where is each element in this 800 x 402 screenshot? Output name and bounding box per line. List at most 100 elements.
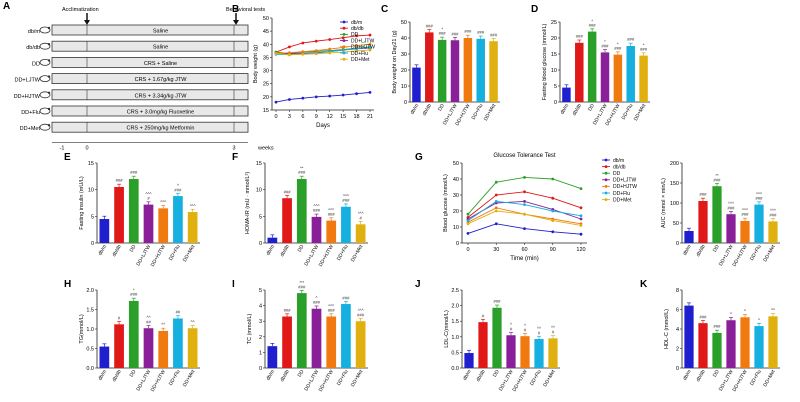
data-point <box>301 41 305 45</box>
category-label: db/m <box>682 369 693 382</box>
bar-db-m <box>464 353 474 368</box>
significance-mark: ### <box>328 308 336 313</box>
data-point <box>579 187 583 191</box>
timeline-group-label: db/db <box>26 45 40 51</box>
y-tick-label: 50 <box>453 161 459 167</box>
y-axis-label: Fasting blood glucose (mmol/L) <box>542 23 548 100</box>
category-label: DD+HJTW <box>318 244 335 268</box>
significance-mark: * <box>604 39 606 44</box>
y-tick-label: 40 <box>263 42 269 48</box>
category-label: db/db <box>695 244 707 258</box>
significance-mark: # <box>482 313 485 318</box>
significance-mark: ^^^ <box>328 207 334 212</box>
timeline-tick: 3 <box>232 145 235 151</box>
significance-mark: ### <box>490 32 498 37</box>
y-axis-label: HDL-C (mmol/L) <box>664 309 670 349</box>
data-point <box>341 93 345 97</box>
data-point <box>466 212 470 216</box>
bar-dd-ljtw <box>311 216 322 243</box>
bar-dd-met <box>489 41 498 102</box>
significance-mark: # <box>147 196 150 201</box>
bar-dd <box>712 186 722 243</box>
legend-marker <box>342 45 346 49</box>
bar-db-db <box>575 42 584 102</box>
y-axis-label: LDL-C(mmol/L) <box>444 310 450 348</box>
y-tick-label: 0.5 <box>86 347 94 353</box>
bar-dd-flu <box>341 304 351 368</box>
category-label: DD+Flu <box>168 244 182 262</box>
y-tick-label: 10 <box>551 68 557 74</box>
category-label: DD+Met <box>182 243 197 263</box>
timeline-bar <box>51 89 249 101</box>
bar-dd-flu <box>754 326 764 368</box>
chart-g2: 0 50 100 150 200 AUC (mmol × min/L) db/m ### db/… <box>661 161 780 268</box>
data-point <box>368 42 372 46</box>
y-tick-label: 3 <box>259 319 262 325</box>
x-tick-label: 120 <box>576 247 585 253</box>
data-point <box>368 46 372 49</box>
mouse-icon <box>39 59 51 66</box>
y-tick-label: 4 <box>676 327 679 333</box>
data-point <box>523 200 526 203</box>
legend-marker <box>604 158 608 162</box>
category-label: DD+Met <box>542 368 557 388</box>
significance-mark: ### <box>298 170 306 175</box>
bar-dd-ljtw <box>506 335 516 368</box>
x-axis-label: Time (min) <box>510 256 538 262</box>
significance-mark: ^^ <box>771 308 775 313</box>
timeline-axis-unit: weeks <box>257 145 274 151</box>
category-label: db/m <box>462 369 473 382</box>
panel-letter-b: B <box>232 4 239 15</box>
bar-dd-met <box>768 221 778 243</box>
significance-mark: ^^ <box>537 326 541 331</box>
significance-mark: ### <box>700 192 708 197</box>
significance-mark: * <box>591 18 593 23</box>
category-label: db/m <box>559 103 570 116</box>
mouse-ear-icon <box>47 107 51 111</box>
y-tick-label: 0 <box>91 241 94 247</box>
significance-mark: ^^^ <box>314 204 320 209</box>
mouse-ear-icon <box>47 75 51 78</box>
y-tick-label: 15 <box>551 52 557 58</box>
y-tick-label: 0.5 <box>451 350 459 356</box>
bar-dd-ljtw <box>600 52 610 102</box>
significance-mark: ### <box>328 212 336 217</box>
significance-mark: ^^ <box>551 325 555 330</box>
bar-dd-flu <box>341 206 351 243</box>
mouse-icon <box>39 42 51 50</box>
y-tick-label: 20 <box>453 209 459 215</box>
data-point <box>274 52 278 55</box>
panel-letter-h: H <box>64 279 71 290</box>
bar-dd-hjtw <box>463 38 473 102</box>
significance-mark: *** <box>299 280 304 285</box>
category-label: DD+Met <box>182 368 197 388</box>
legend-entry: db/db <box>351 26 364 32</box>
bar-dd-ljtw <box>726 320 736 368</box>
y-tick-label: 5 <box>259 214 262 220</box>
significance-mark: ## <box>146 319 151 324</box>
category-label: db/db <box>695 369 707 383</box>
bar-db-db <box>698 323 708 368</box>
mouse-ear-icon <box>47 43 51 46</box>
data-point <box>314 95 318 99</box>
significance-mark: ^^^ <box>742 208 748 213</box>
data-point <box>355 92 358 96</box>
y-tick-label: 15 <box>88 161 94 167</box>
bar-db-m <box>99 219 110 243</box>
significance-mark: ^^ <box>147 315 151 320</box>
data-point <box>288 53 291 57</box>
y-axis-label: TG(mmol/L) <box>79 314 85 344</box>
bar-dd <box>492 307 502 368</box>
timeline-bar <box>51 73 249 84</box>
significance-mark: ### <box>714 177 722 182</box>
y-tick-label: 10 <box>256 188 262 194</box>
timeline-bar <box>51 105 249 117</box>
chart-e: 0 5 10 15 Fasting insulin (mU/L) db/m ### db/db… <box>79 161 200 268</box>
x-tick-label: 15 <box>340 114 346 120</box>
category-label: DD+HJTW <box>318 369 335 393</box>
significance-mark: ^ <box>758 317 760 322</box>
data-point <box>494 193 498 197</box>
y-tick-label: 35 <box>263 55 269 61</box>
